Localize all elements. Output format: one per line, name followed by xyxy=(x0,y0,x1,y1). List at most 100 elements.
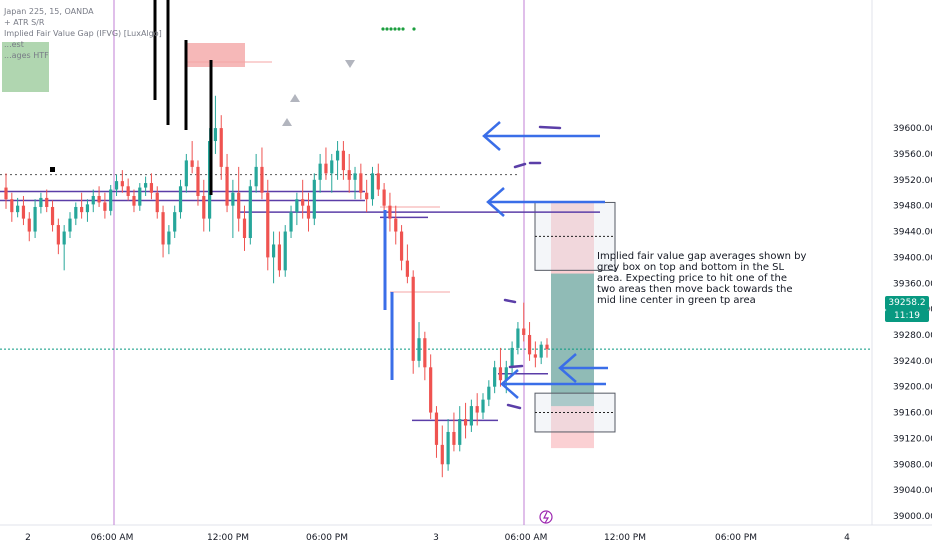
signal-dot xyxy=(381,27,385,31)
candle-body xyxy=(126,186,130,196)
candle-body xyxy=(353,173,357,180)
candle-body xyxy=(306,205,311,219)
candle-body xyxy=(114,181,119,190)
candle-body xyxy=(68,218,72,232)
candle-body xyxy=(493,367,497,387)
triangle-up-marker xyxy=(290,94,300,102)
price-axis-label: 39160.00 xyxy=(893,409,932,419)
candle-body xyxy=(271,244,276,258)
signal-dot xyxy=(397,27,401,31)
ifvg-average-dash xyxy=(503,298,517,304)
candle-body xyxy=(370,173,375,200)
candle-body xyxy=(138,187,142,206)
time-axis-label: 06:00 AM xyxy=(91,533,134,543)
signal-dot xyxy=(393,27,397,31)
candle-body xyxy=(4,187,8,200)
signal-dot xyxy=(385,27,389,31)
arrow-head xyxy=(558,353,577,383)
candle-body xyxy=(33,206,37,232)
legend-indicator-ifvg[interactable]: Implied Fair Value Gap (IFVG) [LuxAlgo] xyxy=(4,29,162,38)
candle-body xyxy=(85,204,90,213)
trade-idea-annotation[interactable]: Implied fair value gap averages shown by… xyxy=(597,251,807,306)
supply-box-red xyxy=(186,43,245,67)
alert-bolt-icon[interactable] xyxy=(539,510,553,524)
time-axis-label: 06:00 PM xyxy=(306,533,348,543)
take-profit-zone xyxy=(551,273,594,407)
price-axis-label: 39520.00 xyxy=(893,176,932,186)
candle-body xyxy=(91,195,95,205)
price-axis-label: 39240.00 xyxy=(893,357,932,367)
price-axis-label: 39600.00 xyxy=(893,124,932,134)
ifvg-average-dash xyxy=(538,125,562,130)
candle-body xyxy=(242,218,247,239)
price-axis-label: 39360.00 xyxy=(893,279,932,289)
candle-body xyxy=(190,160,194,167)
candle-body xyxy=(533,354,537,358)
candle-body xyxy=(411,276,415,361)
legend-indicator-5[interactable]: ...ages HTF xyxy=(4,51,49,60)
candle-body xyxy=(196,166,200,196)
arrow-head xyxy=(500,369,519,399)
candle-body xyxy=(289,212,293,232)
candle-body xyxy=(527,334,532,355)
candle-body xyxy=(21,205,26,219)
ifvg-average-dash xyxy=(506,403,522,410)
candle-body xyxy=(365,192,369,200)
candle-body xyxy=(184,160,188,187)
candle-body xyxy=(231,192,235,206)
legend-indicator-4[interactable]: ...est xyxy=(4,40,24,49)
candle-body xyxy=(341,150,345,171)
candle-body xyxy=(260,166,264,193)
candle-countdown-tag: 11:19 xyxy=(885,310,929,322)
candle-body xyxy=(330,160,334,174)
signal-dot xyxy=(401,27,405,31)
time-axis-label: 4 xyxy=(844,533,850,543)
candle-body xyxy=(510,347,514,368)
price-axis-label: 39400.00 xyxy=(893,253,932,263)
candle-body xyxy=(173,212,177,232)
ifvg-average-dash xyxy=(508,364,524,369)
price-axis-label: 39080.00 xyxy=(893,460,932,470)
candle-body xyxy=(50,206,55,226)
time-axis-label: 12:00 PM xyxy=(604,533,646,543)
legend-indicator-atr[interactable]: + ATR S/R xyxy=(4,18,45,27)
candle-body xyxy=(62,231,66,245)
signal-dot xyxy=(412,27,416,31)
candle-body xyxy=(120,181,124,187)
candle-body xyxy=(429,367,433,413)
candle-body xyxy=(254,166,258,187)
price-axis-label: 39040.00 xyxy=(893,486,932,496)
candle-body xyxy=(149,183,154,193)
time-axis-label: 06:00 AM xyxy=(505,533,548,543)
candle-body xyxy=(97,195,101,203)
candle-body xyxy=(312,179,316,219)
candle-body xyxy=(202,195,206,219)
price-axis-label: 39440.00 xyxy=(893,228,932,238)
candle-body xyxy=(80,206,84,213)
legend-symbol[interactable]: Japan 225, 15, OANDA xyxy=(4,7,94,16)
candle-body xyxy=(161,212,165,245)
candle-body xyxy=(283,231,287,271)
candle-body xyxy=(213,128,218,142)
candle-body xyxy=(376,173,380,190)
price-axis-label: 39120.00 xyxy=(893,434,932,444)
signal-dot xyxy=(389,27,393,31)
arrow-head xyxy=(486,187,505,217)
candle-body xyxy=(475,406,479,413)
time-axis-label: 2 xyxy=(25,533,31,543)
candle-body xyxy=(155,192,159,213)
candle-body xyxy=(388,205,392,219)
chart-legend: Japan 225, 15, OANDA + ATR S/R Implied F… xyxy=(4,6,162,61)
triangle-down-marker xyxy=(345,60,355,68)
candle-body xyxy=(347,170,351,180)
price-axis-label: 39200.00 xyxy=(893,383,932,393)
price-axis-label: 39480.00 xyxy=(893,202,932,212)
candle-body xyxy=(237,192,241,219)
candle-body xyxy=(225,166,229,206)
candle-body xyxy=(219,128,223,167)
candle-body xyxy=(335,150,340,161)
candle-body xyxy=(132,195,136,206)
candle-body xyxy=(16,205,20,213)
candle-body xyxy=(301,199,305,206)
